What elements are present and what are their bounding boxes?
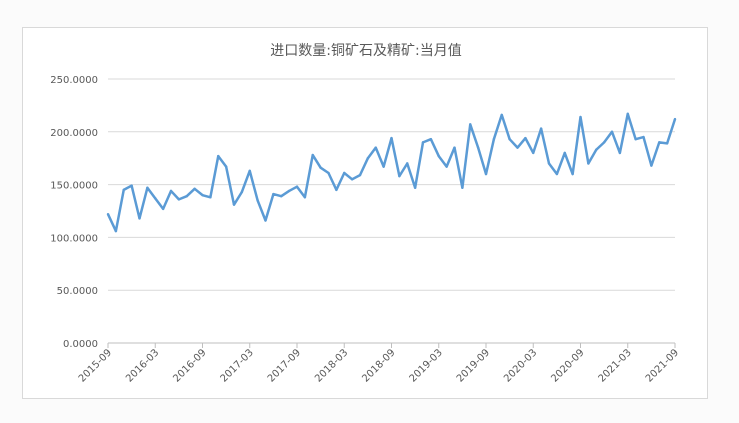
data-point — [532, 151, 535, 155]
data-point — [618, 151, 622, 155]
data-point — [595, 148, 598, 151]
data-point — [154, 197, 157, 200]
data-point — [350, 178, 354, 181]
y-tick-label: 150.0000 — [50, 181, 98, 192]
data-point — [209, 196, 212, 199]
data-point — [492, 137, 496, 141]
data-point — [130, 184, 133, 187]
x-tick-label: 2021-09 — [644, 347, 681, 384]
data-point — [146, 186, 149, 189]
data-point — [311, 153, 314, 157]
data-point — [343, 171, 346, 175]
data-point — [224, 165, 228, 168]
data-point — [453, 146, 456, 149]
data-point — [138, 217, 141, 220]
x-tick-label: 2015-09 — [77, 347, 114, 384]
data-point — [106, 212, 110, 216]
data-point — [382, 165, 385, 168]
data-point — [547, 162, 551, 165]
data-point — [303, 196, 307, 199]
data-point — [295, 185, 299, 188]
data-point — [240, 190, 244, 194]
data-point — [232, 203, 236, 206]
x-tick-label: 2020-03 — [502, 347, 539, 384]
data-point — [201, 193, 204, 197]
x-tick-label: 2016-09 — [171, 347, 208, 384]
data-point — [516, 146, 519, 149]
x-tick-label: 2020-09 — [549, 347, 586, 384]
data-point — [500, 113, 503, 117]
data-point — [610, 130, 614, 133]
data-point — [626, 112, 629, 116]
data-point — [177, 198, 181, 201]
data-point — [390, 136, 393, 140]
data-point — [461, 186, 464, 189]
gridlines — [108, 78, 675, 344]
data-point — [374, 146, 377, 149]
data-point — [673, 117, 677, 121]
chart-title: 进口数量:铜矿石及精矿:当月值 — [270, 43, 461, 59]
data-point — [248, 169, 251, 173]
x-tick-label: 2016-03 — [124, 347, 161, 384]
data-point — [280, 195, 283, 198]
x-tick-label: 2019-03 — [408, 347, 445, 384]
data-point — [217, 154, 220, 158]
data-point — [555, 172, 559, 176]
data-point — [421, 141, 425, 144]
data-point — [634, 137, 637, 141]
data-point — [122, 188, 125, 192]
data-point — [445, 165, 448, 168]
data-point — [335, 188, 338, 192]
x-tick-label: 2019-09 — [455, 347, 492, 384]
series-group — [106, 112, 677, 233]
y-tick-label: 100.0000 — [50, 233, 98, 244]
y-tick-label: 50.0000 — [57, 286, 98, 297]
data-point — [563, 151, 566, 155]
data-point — [602, 141, 606, 144]
data-point — [366, 157, 370, 160]
data-point — [437, 154, 440, 158]
x-tick-label: 2017-03 — [219, 347, 256, 384]
data-point — [287, 189, 291, 193]
data-point — [539, 127, 543, 130]
data-point — [319, 166, 322, 169]
data-point — [272, 192, 275, 196]
data-point — [264, 219, 267, 222]
data-point — [650, 164, 653, 167]
x-tick-label: 2017-09 — [266, 347, 303, 384]
data-point — [114, 229, 118, 233]
data-point — [398, 174, 401, 178]
data-point — [413, 186, 417, 189]
data-point — [169, 189, 173, 193]
data-point — [579, 115, 582, 119]
data-point — [358, 173, 362, 177]
y-tick-label: 250.0000 — [50, 75, 98, 86]
data-point — [185, 195, 188, 198]
y-tick-label: 0.0000 — [63, 339, 98, 350]
x-tick-label: 2021-03 — [597, 347, 634, 384]
data-point — [476, 146, 480, 149]
data-point — [658, 141, 661, 144]
data-point — [484, 172, 488, 176]
data-point — [429, 137, 433, 141]
x-tick-label: 2018-09 — [360, 347, 397, 384]
data-point — [406, 162, 409, 165]
chart-frame — [22, 27, 708, 399]
data-point — [193, 187, 196, 191]
x-axis: 2015-09 2016-03 2016-09 2017-03 2017-09 2018-… — [77, 343, 681, 385]
data-point — [642, 135, 645, 139]
data-point — [665, 142, 669, 145]
data-point — [327, 171, 330, 175]
data-point — [256, 199, 259, 202]
x-tick-label: 2018-03 — [313, 347, 350, 384]
data-point — [587, 162, 590, 165]
data-point — [571, 172, 574, 176]
data-point — [161, 207, 165, 211]
data-point — [524, 136, 527, 140]
y-tick-label: 200.0000 — [50, 128, 98, 139]
y-axis-ticks: 0.0000 50.0000 100.0000 150.0000 200.0000 250… — [50, 75, 98, 350]
data-point — [508, 137, 511, 141]
data-point — [469, 123, 472, 126]
